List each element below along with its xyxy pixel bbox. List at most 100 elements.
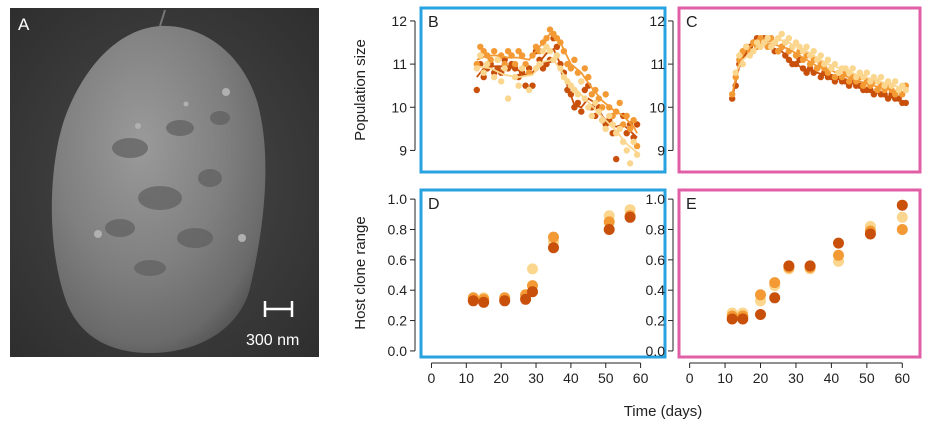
data-point (567, 65, 575, 72)
data-point (480, 48, 487, 55)
data-point (498, 78, 505, 85)
data-point (757, 35, 764, 42)
data-point (814, 56, 821, 63)
data-point (532, 65, 540, 72)
data-point (775, 35, 782, 42)
data-point (896, 224, 908, 235)
data-point (560, 73, 568, 81)
data-point (824, 56, 832, 63)
data-point (767, 43, 775, 50)
x-tick-label: 40 (563, 370, 579, 386)
data-point (546, 26, 554, 33)
series-2 (726, 224, 908, 322)
data-point (732, 73, 739, 81)
data-point (592, 99, 599, 107)
data-point (550, 56, 557, 63)
y-tick-label: 12 (391, 13, 407, 29)
series-3 (732, 30, 909, 94)
data-point (567, 82, 575, 89)
data-point (789, 43, 796, 50)
data-point (553, 52, 561, 59)
data-point (477, 52, 484, 59)
data-point (623, 147, 630, 154)
data-point (581, 86, 588, 94)
data-point (548, 242, 559, 254)
data-point (603, 216, 615, 228)
data-point (525, 86, 533, 94)
data-point (564, 78, 571, 85)
chart-panel-c: C 9 10 11 12 (649, 6, 922, 174)
scale-bar (263, 301, 294, 317)
chart-panel-b: B 9 10 11 12 Population size (352, 6, 667, 174)
data-point (810, 69, 817, 76)
data-point (532, 43, 540, 50)
y-tick-label: 10 (391, 99, 407, 115)
micrograph-panel: A 300 nm (10, 8, 319, 357)
data-point (588, 91, 595, 98)
data-point (799, 56, 807, 63)
data-point (896, 199, 908, 211)
x-tick-label: 50 (859, 370, 875, 386)
data-point (737, 313, 749, 325)
x-tick-label: 0 (686, 370, 694, 386)
data-point (877, 73, 885, 81)
y-tick-label: 0.4 (646, 282, 666, 298)
y-tick-label: 11 (392, 56, 407, 72)
data-point (746, 52, 754, 59)
y-axis-label: Host clone range (352, 216, 369, 329)
data-point (874, 86, 881, 94)
chart-panel-d: D 0.0 0.2 0.4 0.6 0.8 1.0 0 10 20 30 40 50 60 Host clo… (352, 188, 667, 386)
data-point (771, 39, 778, 46)
data-point (546, 48, 554, 55)
series-3 (726, 199, 908, 325)
data-point (599, 104, 606, 111)
data-point (511, 73, 519, 81)
data-point (842, 65, 849, 72)
plot-area (467, 204, 636, 308)
data-point (511, 60, 519, 68)
data-point (902, 99, 909, 107)
data-point (515, 82, 522, 89)
series-trend-line (476, 58, 638, 154)
data-point (574, 69, 582, 76)
data-point (564, 60, 571, 68)
data-point (602, 91, 609, 98)
data-point (769, 292, 781, 304)
data-point (884, 78, 892, 85)
data-point (814, 65, 821, 72)
y-tick-label: 11 (650, 56, 665, 72)
data-point (539, 48, 547, 55)
data-point (473, 86, 480, 94)
y-tick-label: 9 (657, 142, 665, 158)
data-point (491, 73, 498, 81)
data-point (792, 52, 800, 59)
data-point (560, 48, 568, 55)
data-point (888, 82, 895, 89)
data-point (833, 237, 844, 249)
data-point (522, 60, 529, 68)
data-point (867, 78, 874, 85)
y-tick-label: 10 (649, 99, 665, 115)
micrograph-image: A 300 nm (10, 8, 319, 357)
data-point (557, 39, 564, 46)
data-point (806, 60, 814, 68)
data-point (623, 112, 630, 120)
y-tick-label: 0.8 (646, 221, 666, 237)
data-point (529, 52, 536, 59)
data-point (616, 125, 623, 132)
y-tick-label: 0.6 (646, 252, 666, 268)
data-point (870, 91, 878, 98)
data-point (833, 249, 844, 261)
data-point (553, 43, 561, 50)
data-point (899, 91, 906, 98)
panel-frame (677, 188, 922, 359)
data-point (860, 82, 867, 89)
data-point (778, 43, 785, 50)
data-point (902, 86, 909, 94)
data-point (804, 260, 816, 272)
data-point (792, 60, 800, 68)
data-point (527, 286, 538, 298)
panel-frame (419, 188, 667, 359)
data-point (518, 65, 526, 72)
data-point (849, 65, 856, 72)
